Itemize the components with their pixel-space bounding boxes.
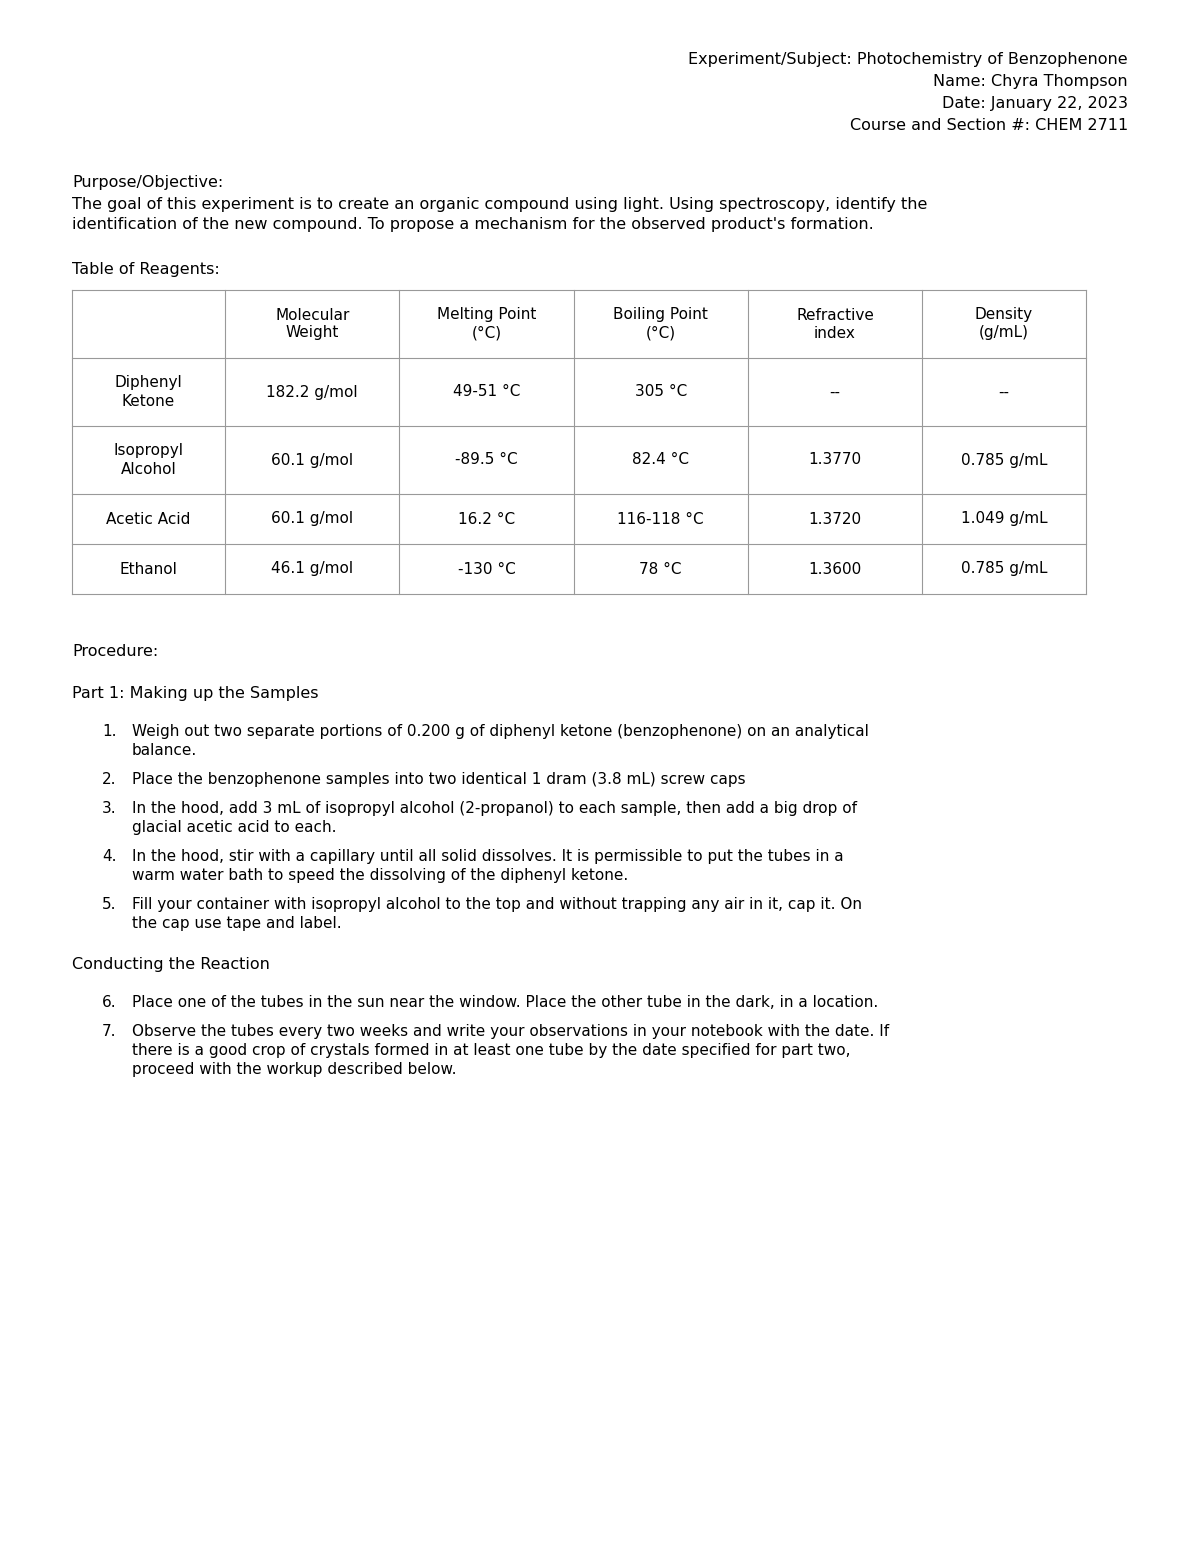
Text: balance.: balance. [132,742,197,758]
Text: Alcohol: Alcohol [121,461,176,477]
Text: 3.: 3. [102,801,116,815]
Text: Purpose/Objective:: Purpose/Objective: [72,175,223,189]
Text: Course and Section #: CHEM 2711: Course and Section #: CHEM 2711 [850,118,1128,134]
Text: -130 °C: -130 °C [457,562,515,576]
Text: Fill your container with isopropyl alcohol to the top and without trapping any a: Fill your container with isopropyl alcoh… [132,898,862,912]
Text: Melting Point: Melting Point [437,307,536,323]
Text: 1.049 g/mL: 1.049 g/mL [961,511,1048,526]
Text: 46.1 g/mol: 46.1 g/mol [271,562,353,576]
Text: glacial acetic acid to each.: glacial acetic acid to each. [132,820,336,836]
Text: 2.: 2. [102,772,116,787]
Text: --: -- [829,385,840,399]
Text: Acetic Acid: Acetic Acid [107,511,191,526]
Text: 1.3720: 1.3720 [809,511,862,526]
Text: Name: Chyra Thompson: Name: Chyra Thompson [934,75,1128,89]
Text: 49-51 °C: 49-51 °C [452,385,520,399]
Text: 116-118 °C: 116-118 °C [618,511,704,526]
Text: Ethanol: Ethanol [120,562,178,576]
Text: Place the benzophenone samples into two identical 1 dram (3.8 mL) screw caps: Place the benzophenone samples into two … [132,772,745,787]
Text: Molecular: Molecular [275,307,349,323]
Text: Conducting the Reaction: Conducting the Reaction [72,957,270,972]
Text: The goal of this experiment is to create an organic compound using light. Using : The goal of this experiment is to create… [72,197,928,213]
Text: (°C): (°C) [472,326,502,340]
Text: 7.: 7. [102,1023,116,1039]
Text: In the hood, add 3 mL of isopropyl alcohol (2-propanol) to each sample, then add: In the hood, add 3 mL of isopropyl alcoh… [132,801,857,815]
Text: Observe the tubes every two weeks and write your observations in your notebook w: Observe the tubes every two weeks and wr… [132,1023,889,1039]
Text: Weight: Weight [286,326,338,340]
Text: (g/mL): (g/mL) [979,326,1028,340]
Text: Date: January 22, 2023: Date: January 22, 2023 [942,96,1128,110]
Text: warm water bath to speed the dissolving of the diphenyl ketone.: warm water bath to speed the dissolving … [132,868,629,884]
Text: (°C): (°C) [646,326,676,340]
Text: Experiment/Subject: Photochemistry of Benzophenone: Experiment/Subject: Photochemistry of Be… [689,51,1128,67]
Text: proceed with the workup described below.: proceed with the workup described below. [132,1062,456,1076]
Text: the cap use tape and label.: the cap use tape and label. [132,916,342,930]
Text: 1.3770: 1.3770 [809,452,862,467]
Text: Density: Density [974,307,1033,323]
Text: -89.5 °C: -89.5 °C [455,452,517,467]
Text: 16.2 °C: 16.2 °C [458,511,515,526]
Text: Procedure:: Procedure: [72,644,158,658]
Text: Place one of the tubes in the sun near the window. Place the other tube in the d: Place one of the tubes in the sun near t… [132,995,878,1009]
Text: 0.785 g/mL: 0.785 g/mL [961,452,1048,467]
Text: index: index [814,326,856,340]
Text: Weigh out two separate portions of 0.200 g of diphenyl ketone (benzophenone) on : Weigh out two separate portions of 0.200… [132,724,869,739]
Text: 305 °C: 305 °C [635,385,686,399]
Text: Diphenyl: Diphenyl [115,376,182,390]
Text: 78 °C: 78 °C [640,562,682,576]
Text: 4.: 4. [102,849,116,863]
Text: --: -- [998,385,1009,399]
Text: Isopropyl: Isopropyl [114,444,184,458]
Text: 60.1 g/mol: 60.1 g/mol [271,511,353,526]
Text: 1.3600: 1.3600 [809,562,862,576]
Text: 182.2 g/mol: 182.2 g/mol [266,385,358,399]
Text: Refractive: Refractive [796,307,874,323]
Text: identification of the new compound. To propose a mechanism for the observed prod: identification of the new compound. To p… [72,217,874,231]
Text: 5.: 5. [102,898,116,912]
Text: Ketone: Ketone [122,393,175,408]
Text: In the hood, stir with a capillary until all solid dissolves. It is permissible : In the hood, stir with a capillary until… [132,849,844,863]
Text: Boiling Point: Boiling Point [613,307,708,323]
Text: Part 1: Making up the Samples: Part 1: Making up the Samples [72,686,318,700]
Text: 82.4 °C: 82.4 °C [632,452,689,467]
Text: 0.785 g/mL: 0.785 g/mL [961,562,1048,576]
Text: 6.: 6. [102,995,116,1009]
Text: Table of Reagents:: Table of Reagents: [72,262,220,276]
Text: there is a good crop of crystals formed in at least one tube by the date specifi: there is a good crop of crystals formed … [132,1044,851,1058]
Text: 1.: 1. [102,724,116,739]
Text: 60.1 g/mol: 60.1 g/mol [271,452,353,467]
